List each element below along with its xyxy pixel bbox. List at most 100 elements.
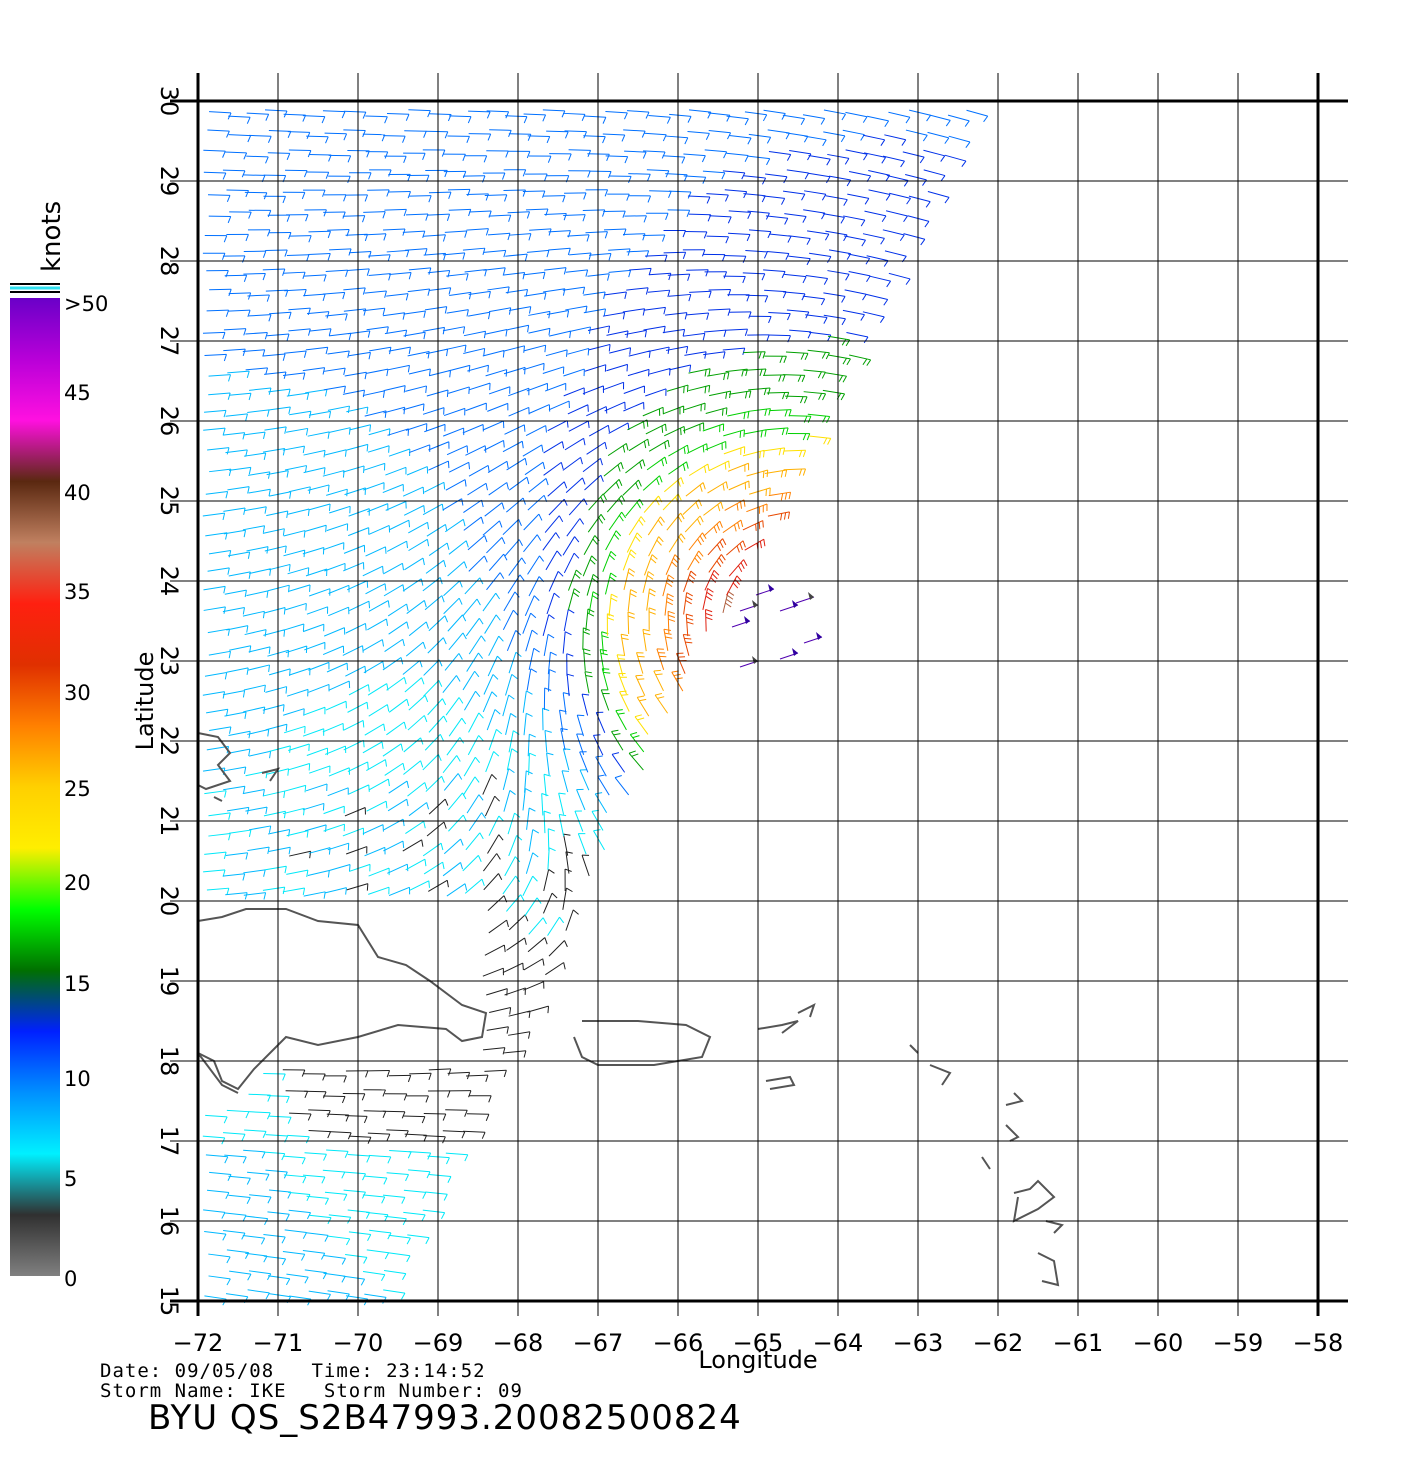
wind-barb bbox=[348, 784, 370, 795]
wind-barb bbox=[549, 330, 572, 339]
wind-barb bbox=[623, 568, 636, 591]
lat-tick-label: 24 bbox=[155, 566, 183, 597]
wind-barb bbox=[349, 863, 371, 872]
wind-barb bbox=[486, 537, 506, 554]
wind-barb bbox=[382, 1194, 406, 1204]
wind-barb bbox=[627, 589, 637, 612]
wind-barb bbox=[384, 1215, 407, 1226]
wind-barb bbox=[662, 405, 685, 415]
wind-barb bbox=[282, 1251, 306, 1261]
wind-barb bbox=[544, 515, 564, 533]
wind-barb bbox=[288, 1209, 312, 1220]
wind-barb bbox=[462, 424, 484, 434]
wind-barb bbox=[804, 135, 827, 147]
lon-tick-label: −66 bbox=[653, 1329, 704, 1357]
coastline-16 bbox=[213, 796, 223, 802]
wind-barb bbox=[568, 569, 582, 591]
wind-barb bbox=[668, 461, 689, 475]
wind-barb bbox=[383, 584, 405, 597]
wind-barb bbox=[342, 645, 364, 656]
wind-barb bbox=[224, 1212, 247, 1222]
wind-barb bbox=[207, 628, 231, 636]
wind-barb bbox=[465, 402, 487, 412]
wind-barb bbox=[204, 851, 227, 860]
wind-barb bbox=[427, 637, 447, 654]
wind-barb bbox=[308, 253, 331, 261]
wind-barb bbox=[202, 1135, 226, 1145]
wind-barb bbox=[927, 131, 950, 144]
wind-barb bbox=[227, 486, 250, 494]
wind-barb bbox=[463, 1130, 486, 1139]
lat-tick-label: 22 bbox=[155, 726, 183, 757]
wind-barb bbox=[283, 271, 306, 279]
wind-barb bbox=[482, 967, 504, 977]
wind-barb bbox=[508, 233, 532, 241]
wind-barb bbox=[603, 461, 624, 477]
wind-barb bbox=[362, 565, 384, 577]
wind-barb bbox=[449, 115, 472, 124]
wind-barb bbox=[308, 588, 331, 597]
wind-barb bbox=[749, 315, 772, 324]
wind-barb bbox=[702, 423, 725, 433]
wind-barb bbox=[428, 798, 449, 815]
wind-barb bbox=[287, 508, 310, 517]
wind-barb bbox=[467, 364, 489, 373]
wind-barb bbox=[428, 715, 448, 733]
wind-barb bbox=[727, 462, 750, 472]
coastline-3 bbox=[573, 1020, 712, 1066]
wind-barb bbox=[561, 770, 570, 793]
wind-barb bbox=[203, 149, 226, 158]
wind-barb bbox=[302, 1174, 326, 1184]
wind-barb bbox=[344, 371, 367, 380]
wind-barb bbox=[643, 150, 666, 159]
wind-barb bbox=[548, 400, 570, 411]
wind-barb bbox=[602, 479, 623, 496]
wind-barb bbox=[388, 1074, 412, 1083]
wind-barb bbox=[483, 873, 503, 891]
y-axis-label: Latitude bbox=[131, 652, 159, 751]
wind-barb bbox=[923, 149, 946, 162]
wind-barb bbox=[722, 591, 735, 613]
wind-barb bbox=[765, 173, 788, 184]
wind-barb bbox=[348, 600, 371, 612]
coastline-6 bbox=[765, 1075, 796, 1090]
wind-barb bbox=[284, 1229, 307, 1239]
wind-barb bbox=[462, 776, 480, 796]
wind-barb bbox=[564, 437, 586, 451]
wind-barb bbox=[262, 1151, 286, 1161]
wind-barb bbox=[288, 1191, 311, 1202]
wind-barb bbox=[386, 293, 409, 301]
wind-barb bbox=[888, 111, 911, 124]
wind-barb bbox=[523, 712, 533, 736]
wind-barb bbox=[665, 312, 688, 320]
wind-barb bbox=[222, 432, 246, 440]
wind-barb bbox=[442, 252, 466, 260]
wind-barb bbox=[862, 311, 885, 323]
wind-barb bbox=[406, 466, 429, 476]
wind-barb bbox=[443, 597, 463, 615]
wind-barb bbox=[344, 807, 366, 817]
wind-barb bbox=[728, 232, 751, 242]
wind-barb bbox=[343, 561, 365, 572]
wind-barb bbox=[308, 1129, 332, 1139]
wind-barb bbox=[426, 524, 448, 537]
wind-barb bbox=[546, 592, 560, 615]
wind-barb bbox=[385, 466, 407, 476]
wind-barb bbox=[307, 431, 330, 439]
legend-label-3: 35 bbox=[64, 580, 91, 604]
wind-barb bbox=[783, 291, 806, 301]
wind-barb bbox=[628, 438, 650, 452]
wind-barb bbox=[405, 820, 426, 834]
wind-barb bbox=[248, 488, 271, 497]
wind-barb bbox=[448, 364, 471, 373]
lon-tick-label: −61 bbox=[1053, 1329, 1104, 1357]
wind-barb bbox=[928, 114, 951, 127]
wind-barb bbox=[808, 172, 831, 184]
wind-barb bbox=[384, 208, 407, 217]
legend-label-9: 5 bbox=[64, 1167, 77, 1191]
wind-barb bbox=[248, 471, 271, 479]
wind-barb bbox=[243, 869, 266, 877]
lat-tick-label: 28 bbox=[155, 246, 183, 277]
wind-barb bbox=[368, 886, 390, 895]
wind-barb bbox=[487, 232, 511, 241]
